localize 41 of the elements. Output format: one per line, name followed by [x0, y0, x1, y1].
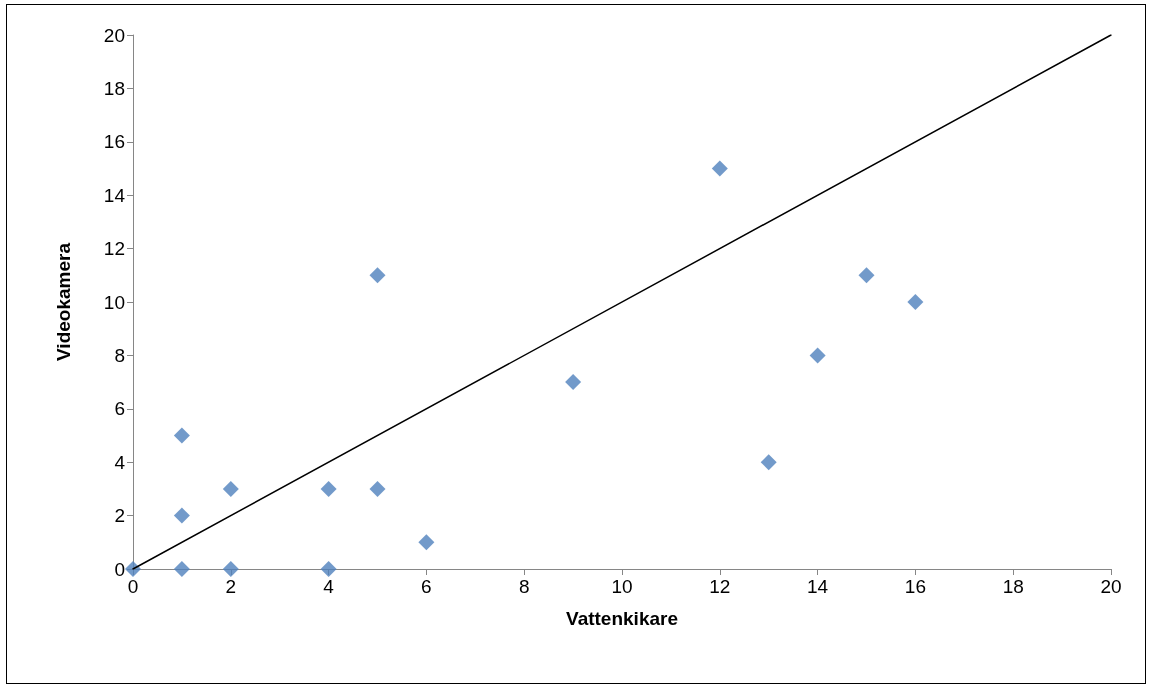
y-tick-label: 6 [114, 398, 125, 420]
point [320, 561, 337, 577]
x-tick-label: 14 [807, 576, 829, 597]
y-tick-label: 20 [103, 24, 125, 46]
point [222, 480, 239, 497]
point [809, 347, 826, 364]
y-tick-label: 8 [114, 344, 125, 366]
point [173, 507, 190, 524]
point [760, 454, 777, 471]
x-tick-label: 10 [611, 576, 633, 597]
y-tick-label: 4 [114, 451, 126, 473]
point [222, 561, 239, 577]
y-axis-title: Videokamera [53, 242, 74, 361]
point [369, 480, 386, 497]
x-tick-label: 12 [709, 576, 731, 597]
point [173, 427, 190, 444]
y-tick-label: 12 [103, 238, 125, 260]
point [711, 160, 728, 177]
y-tick-label: 16 [103, 131, 125, 153]
point [320, 480, 337, 497]
y-tick-label: 0 [114, 558, 125, 580]
point [173, 561, 190, 577]
x-tick-label: 2 [225, 576, 237, 597]
y-tick-label: 18 [103, 77, 125, 99]
x-axis-title: Vattenkikare [566, 608, 678, 629]
x-tick-label: 18 [1002, 576, 1024, 597]
x-tick-label: 16 [904, 576, 926, 597]
x-tick-label: 6 [421, 576, 432, 597]
x-tick-label: 20 [1100, 576, 1122, 597]
point [369, 267, 386, 284]
y-tick-label: 10 [103, 291, 125, 313]
point [858, 267, 875, 284]
point [125, 561, 141, 577]
x-tick-label: 4 [323, 576, 335, 597]
x-tick-label: 8 [518, 576, 530, 597]
y-tick-label: 2 [114, 505, 125, 527]
point [907, 294, 924, 310]
point [418, 534, 435, 551]
point [565, 374, 582, 391]
y-tick-label: 14 [103, 184, 126, 206]
x-tick-label: 0 [127, 576, 139, 597]
